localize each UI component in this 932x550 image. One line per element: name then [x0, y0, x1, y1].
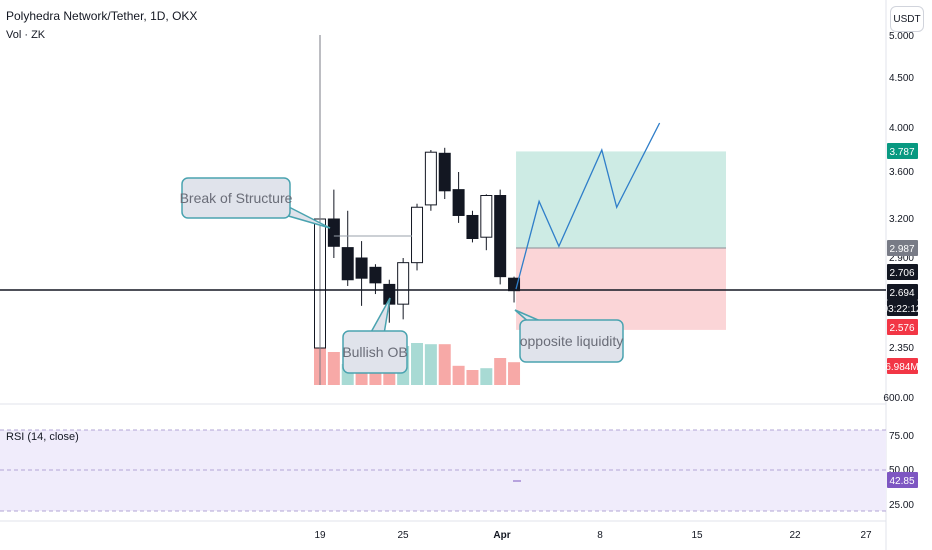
candle-body — [327, 218, 340, 247]
volume-bar — [494, 358, 507, 385]
time-tick-label: Apr — [493, 530, 510, 541]
volume-indicator-label[interactable]: Vol · ZK — [6, 29, 46, 41]
price-badge-text: 2.987 — [889, 244, 914, 255]
callout-text: opposite liquidity — [520, 333, 624, 349]
rsi-tick-label: 25.00 — [889, 500, 914, 511]
callout-text: Break of Structure — [180, 190, 293, 206]
time-tick-label: 27 — [860, 530, 872, 541]
price-tick-label: 2.900 — [889, 253, 914, 264]
price-tick-label: 3.600 — [889, 167, 914, 178]
volume-bar — [438, 344, 451, 385]
callout-tail — [368, 297, 391, 335]
callout-opposite-liquidity[interactable]: opposite liquidity — [514, 309, 624, 363]
time-tick-label: 22 — [789, 530, 801, 541]
price-badge-bg — [887, 240, 918, 256]
time-tick-label: 15 — [691, 530, 703, 541]
callout-text: Bullish OB — [342, 344, 407, 360]
currency-button[interactable]: USDT — [890, 6, 924, 32]
candle-body — [411, 206, 424, 264]
price-tick-label: 3.200 — [889, 214, 914, 225]
overlay-lines — [0, 35, 886, 385]
price-tick-label: 600.00 — [883, 393, 914, 404]
price-badges: 3.787 2.987 2.706 2.694 03:22:12 2.576 6.984M 4… — [883, 143, 922, 488]
candles — [314, 147, 521, 349]
price-axis[interactable]: 5.000 4.500 4.000 3.600 3.200 2.900 2.350 600.0… — [883, 31, 914, 511]
callout-fill — [345, 333, 405, 371]
position-zones — [516, 151, 726, 330]
callout-bullish-ob[interactable]: Bullish OB — [342, 297, 408, 374]
callouts[interactable]: Break of Structure Bullish OB opposite liq… — [180, 177, 624, 374]
rsi-indicator-label[interactable]: RSI (14, close) — [6, 431, 79, 443]
symbol-title[interactable]: Polyhedra Network/Tether, 1D, OKX — [6, 9, 198, 23]
volume-bar — [327, 352, 340, 385]
volume-bar — [424, 344, 437, 385]
price-badge-text: 3.787 — [889, 147, 914, 158]
rsi-tick-label: 75.00 — [889, 431, 914, 442]
rsi-tick-label: 50.00 — [889, 465, 914, 476]
price-badge-bg — [887, 143, 918, 159]
candle-body — [397, 262, 410, 305]
time-tick-label: 25 — [397, 530, 409, 541]
callout-break-of-structure[interactable]: Break of Structure — [180, 177, 331, 229]
price-badge-bg — [887, 264, 918, 280]
callout-fill — [522, 322, 621, 360]
callout-tail — [284, 203, 331, 229]
candle-body — [424, 151, 437, 206]
volume-bar — [411, 343, 424, 385]
price-badge-text: 03:22:12 — [883, 304, 922, 315]
volume-bar — [480, 368, 493, 385]
candle-body — [480, 195, 493, 238]
stop-zone — [516, 248, 726, 330]
candle-body — [494, 195, 507, 278]
candle-body — [341, 247, 354, 281]
price-badge-text: 2.694 — [889, 288, 914, 299]
price-tick-label: 2.350 — [889, 343, 914, 354]
price-badge-bg — [887, 319, 918, 335]
price-badge-bg — [887, 472, 918, 488]
candle-body — [355, 257, 368, 279]
candle-body — [466, 214, 479, 240]
candle-body — [438, 152, 451, 192]
callout-fill — [184, 180, 288, 216]
price-badge-bg — [887, 300, 918, 316]
rsi-pane — [0, 429, 886, 512]
target-zone — [516, 151, 726, 250]
candle-body — [452, 189, 465, 216]
time-axis[interactable]: 19 25 Apr 8 15 22 27 — [314, 530, 872, 541]
price-tick-label: 5.000 — [889, 31, 914, 42]
candle-body — [369, 266, 382, 284]
price-tick-label: 4.000 — [889, 123, 914, 134]
volume-bar — [508, 362, 521, 385]
price-badge-text: 42.85 — [889, 476, 914, 487]
price-badge-bg — [887, 284, 918, 300]
volume-bar — [466, 370, 479, 385]
price-badge-text: 6.984M — [885, 362, 918, 373]
price-badge-text: 2.706 — [889, 268, 914, 279]
projection-path — [515, 122, 661, 290]
price-badge-text: 2.576 — [889, 323, 914, 334]
price-badge-bg — [887, 358, 918, 374]
time-tick-label: 19 — [314, 530, 326, 541]
time-tick-label: 8 — [597, 530, 603, 541]
volume-bar — [452, 365, 465, 385]
price-tick-label: 4.500 — [889, 73, 914, 84]
